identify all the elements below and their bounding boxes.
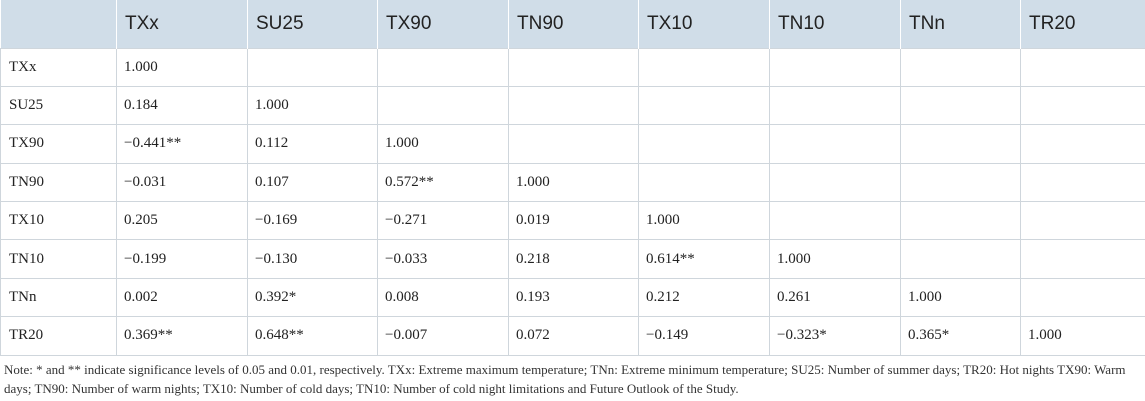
- table-cell: 0.008: [377, 277, 509, 318]
- table-cell: [508, 47, 639, 87]
- table-cell: [377, 47, 509, 87]
- table-cell: 0.572**: [377, 162, 509, 203]
- table-cell: −0.323*: [769, 316, 901, 356]
- table-cell: [1020, 201, 1145, 241]
- table-cell: −0.130: [247, 239, 378, 279]
- table-cell: 0.261: [769, 277, 901, 318]
- table-cell: −0.169: [247, 201, 378, 241]
- table-cell: [638, 162, 770, 203]
- table-cell: 0.112: [247, 124, 378, 164]
- row-label: TR20: [0, 316, 117, 356]
- table-cell: 0.369**: [116, 316, 248, 356]
- table-cell: −0.271: [377, 201, 509, 241]
- table-cell: −0.149: [638, 316, 770, 356]
- header-cell-txx: TXx: [116, 0, 248, 48]
- table-cell: −0.007: [377, 316, 509, 356]
- table-cell: 0.184: [116, 85, 248, 126]
- table-cell: [1020, 124, 1145, 164]
- table-cell: −0.199: [116, 239, 248, 279]
- header-cell-corner: [0, 0, 117, 48]
- row-label: TX90: [0, 124, 117, 164]
- header-cell-tn10: TN10: [769, 0, 901, 48]
- row-label: TN10: [0, 239, 117, 279]
- table-row: TXx 1.000: [0, 47, 1145, 87]
- table-cell: [769, 47, 901, 87]
- table-cell: 1.000: [1020, 316, 1145, 356]
- table-cell: 0.002: [116, 277, 248, 318]
- table-cell: [508, 85, 639, 126]
- table-cell: [1020, 85, 1145, 126]
- table-cell: 0.107: [247, 162, 378, 203]
- table-cell: 0.392*: [247, 277, 378, 318]
- row-label: SU25: [0, 85, 117, 126]
- row-label: TNn: [0, 277, 117, 318]
- table-cell: −0.033: [377, 239, 509, 279]
- table-cell: [638, 47, 770, 87]
- table-cell: [638, 124, 770, 164]
- table-row: SU25 0.184 1.000: [0, 85, 1145, 126]
- table-cell: −0.031: [116, 162, 248, 203]
- table-row: TR20 0.369** 0.648** −0.007 0.072 −0.149…: [0, 316, 1145, 356]
- table-cell: [247, 47, 378, 87]
- correlation-table: TXx SU25 TX90 TN90 TX10 TN10 TNn TR20 TX…: [0, 0, 1145, 356]
- table-cell: [900, 239, 1021, 279]
- table-cell: [769, 162, 901, 203]
- table-cell: [900, 162, 1021, 203]
- table-cell: 1.000: [377, 124, 509, 164]
- table-cell: −0.441**: [116, 124, 248, 164]
- header-cell-tnn: TNn: [900, 0, 1021, 48]
- table-cell: [377, 85, 509, 126]
- table-cell: [1020, 277, 1145, 318]
- header-cell-tx10: TX10: [638, 0, 770, 48]
- table-cell: 1.000: [116, 47, 248, 87]
- table-cell: 0.019: [508, 201, 639, 241]
- table-cell: [769, 124, 901, 164]
- table-cell: [900, 124, 1021, 164]
- row-label: TN90: [0, 162, 117, 203]
- table-row: TX10 0.205 −0.169 −0.271 0.019 1.000: [0, 201, 1145, 241]
- table-cell: 1.000: [900, 277, 1021, 318]
- table-cell: [1020, 239, 1145, 279]
- table-footnote: Note: * and ** indicate significance lev…: [4, 362, 1126, 396]
- table-cell: 0.072: [508, 316, 639, 356]
- table-cell: 0.218: [508, 239, 639, 279]
- header-cell-tx90: TX90: [377, 0, 509, 48]
- table-cell: 1.000: [638, 201, 770, 241]
- table-row: TX90 −0.441** 0.112 1.000: [0, 124, 1145, 164]
- header-cell-su25: SU25: [247, 0, 378, 48]
- header-cell-tr20: TR20: [1020, 0, 1145, 48]
- table-cell: 0.648**: [247, 316, 378, 356]
- table-row: TN10 −0.199 −0.130 −0.033 0.218 0.614** …: [0, 239, 1145, 279]
- table-cell: [900, 201, 1021, 241]
- header-cell-tn90: TN90: [508, 0, 639, 48]
- table-cell: [638, 85, 770, 126]
- table-cell: [769, 201, 901, 241]
- table-cell: [900, 85, 1021, 126]
- table-cell: 0.205: [116, 201, 248, 241]
- table-cell: 0.212: [638, 277, 770, 318]
- table-row: TN90 −0.031 0.107 0.572** 1.000: [0, 162, 1145, 203]
- row-label: TXx: [0, 47, 117, 87]
- table-cell: 1.000: [247, 85, 378, 126]
- table-cell: 0.614**: [638, 239, 770, 279]
- table-cell: [769, 85, 901, 126]
- header-row: TXx SU25 TX90 TN90 TX10 TN10 TNn TR20: [0, 0, 1145, 48]
- table-cell: [508, 124, 639, 164]
- table-cell: 1.000: [508, 162, 639, 203]
- table-row: TNn 0.002 0.392* 0.008 0.193 0.212 0.261…: [0, 277, 1145, 318]
- table-cell: [1020, 162, 1145, 203]
- table-cell: 1.000: [769, 239, 901, 279]
- table-cell: 0.193: [508, 277, 639, 318]
- table-cell: [900, 47, 1021, 87]
- table-cell: [1020, 47, 1145, 87]
- row-label: TX10: [0, 201, 117, 241]
- table-cell: 0.365*: [900, 316, 1021, 356]
